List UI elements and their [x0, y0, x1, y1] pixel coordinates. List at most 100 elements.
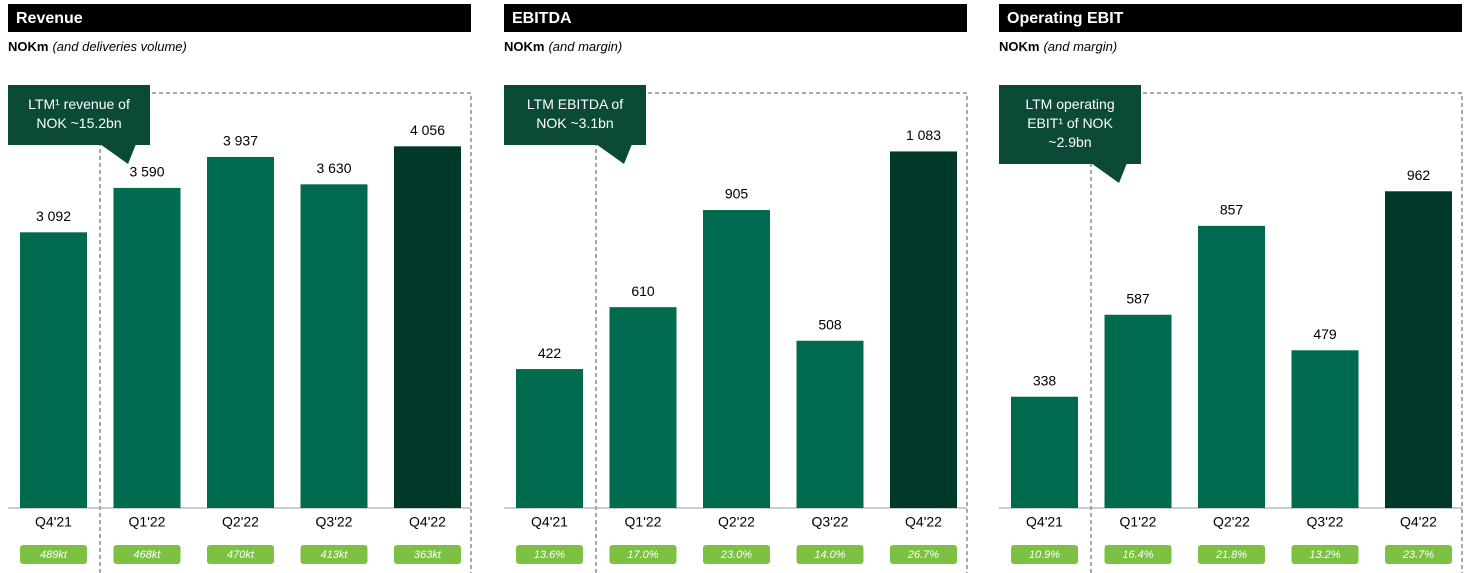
value-label: 3 937	[223, 133, 258, 149]
title-bar	[999, 4, 1462, 32]
category-label: Q2'22	[718, 514, 755, 530]
bar	[1385, 191, 1452, 508]
chart-title: Revenue	[16, 10, 83, 27]
bar	[1011, 396, 1078, 508]
bottom-label: 13.6%	[534, 549, 565, 561]
category-label: Q4'21	[35, 514, 72, 530]
bar	[516, 369, 583, 508]
value-label: 905	[725, 186, 749, 202]
bar	[113, 187, 181, 508]
category-label: Q1'22	[129, 514, 166, 530]
value-label: 3 590	[129, 164, 164, 180]
ltm-frame	[99, 92, 472, 573]
callout-pointer	[100, 144, 136, 164]
volume-pill	[1104, 545, 1172, 564]
bottom-label: 13.2%	[1309, 549, 1340, 561]
bar	[20, 232, 87, 508]
callout-line: ~2.9bn	[1048, 134, 1091, 150]
bar	[394, 146, 461, 508]
chart-panel: Operating EBIT NOKm (and margin) 338 Q4'21 10…	[999, 4, 1463, 573]
category-label: Q4'22	[409, 514, 446, 530]
callout-line: LTM operating	[1025, 96, 1114, 112]
volume-pill	[703, 545, 770, 564]
value-label: 3 092	[36, 208, 71, 224]
volume-pill	[1198, 545, 1265, 564]
callout-line: EBIT¹ of NOK	[1027, 115, 1113, 131]
callout-line: LTM¹ revenue of	[28, 96, 130, 112]
ltm-frame	[595, 92, 968, 573]
category-label: Q4'21	[1026, 514, 1063, 530]
bar	[890, 151, 957, 509]
volume-pill	[300, 545, 368, 564]
value-label: 962	[1407, 167, 1431, 183]
value-label: 4 056	[410, 122, 445, 138]
volume-pill	[113, 545, 181, 564]
bottom-label: 413kt	[321, 549, 349, 561]
volume-pill	[207, 545, 274, 564]
bottom-label: 10.9%	[1029, 549, 1060, 561]
value-label: 508	[818, 316, 842, 332]
title-bar	[504, 4, 967, 32]
value-label: 1 083	[906, 127, 941, 143]
subtitle-note: (and deliveries volume)	[52, 39, 186, 54]
callout	[8, 85, 150, 145]
category-label: Q3'22	[316, 514, 353, 530]
category-label: Q1'22	[625, 514, 662, 530]
subtitle-note: (and margin)	[548, 39, 622, 54]
title-bar	[8, 4, 471, 32]
chart-panel: EBITDA NOKm (and margin) 422 Q4'21 13.6% 610 Q1…	[504, 4, 968, 573]
subtitle-note: (and margin)	[1043, 39, 1117, 54]
bottom-label: 16.4%	[1122, 549, 1153, 561]
bar	[300, 184, 368, 508]
volume-pill	[890, 545, 957, 564]
callout-pointer	[1091, 163, 1127, 183]
category-label: Q1'22	[1120, 514, 1157, 530]
bottom-label: 363kt	[414, 549, 442, 561]
callout-pointer	[596, 144, 632, 164]
bottom-label: 489kt	[40, 549, 68, 561]
ltm-frame	[1090, 92, 1463, 573]
bottom-label: 21.8%	[1215, 549, 1247, 561]
bottom-label: 14.0%	[814, 549, 845, 561]
bar	[1291, 350, 1359, 508]
callout-text: LTM operating EBIT¹ of NOK ~2.9bn	[1025, 96, 1114, 150]
callout-text: LTM¹ revenue of NOK ~15.2bn	[28, 96, 130, 131]
bar	[609, 307, 677, 508]
subtitle-unit: NOKm	[999, 39, 1039, 54]
category-label: Q2'22	[222, 514, 259, 530]
chart-title: Operating EBIT	[1007, 10, 1124, 27]
callout-text: LTM EBITDA of NOK ~3.1bn	[527, 96, 623, 131]
chart-panel: Revenue NOKm (and deliveries volume) 3 092 Q…	[8, 4, 472, 573]
value-label: 422	[538, 345, 562, 361]
category-label: Q4'21	[531, 514, 568, 530]
subtitle-unit: NOKm	[8, 39, 48, 54]
value-label: 587	[1126, 290, 1150, 306]
value-label: 857	[1220, 202, 1244, 218]
callout-line: LTM EBITDA of	[527, 96, 623, 112]
category-label: Q4'22	[1400, 514, 1437, 530]
bottom-label: 17.0%	[627, 549, 658, 561]
value-label: 610	[631, 283, 655, 299]
category-label: Q2'22	[1213, 514, 1250, 530]
volume-pill	[516, 545, 583, 564]
volume-pill	[1291, 545, 1359, 564]
chart-title: EBITDA	[512, 10, 572, 27]
bar	[796, 340, 864, 508]
volume-pill	[20, 545, 87, 564]
volume-pill	[1011, 545, 1078, 564]
callout-line: NOK ~3.1bn	[536, 115, 613, 131]
bottom-label: 23.0%	[720, 549, 752, 561]
category-label: Q3'22	[1307, 514, 1344, 530]
bottom-label: 23.7%	[1402, 549, 1434, 561]
callout	[504, 85, 646, 145]
value-label: 3 630	[316, 160, 351, 176]
bottom-label: 470kt	[227, 549, 255, 561]
callout-line: NOK ~15.2bn	[36, 115, 121, 131]
volume-pill	[394, 545, 461, 564]
value-label: 338	[1033, 372, 1057, 388]
value-label: 479	[1313, 326, 1337, 342]
subtitle-unit: NOKm	[504, 39, 544, 54]
bottom-label: 468kt	[134, 549, 162, 561]
